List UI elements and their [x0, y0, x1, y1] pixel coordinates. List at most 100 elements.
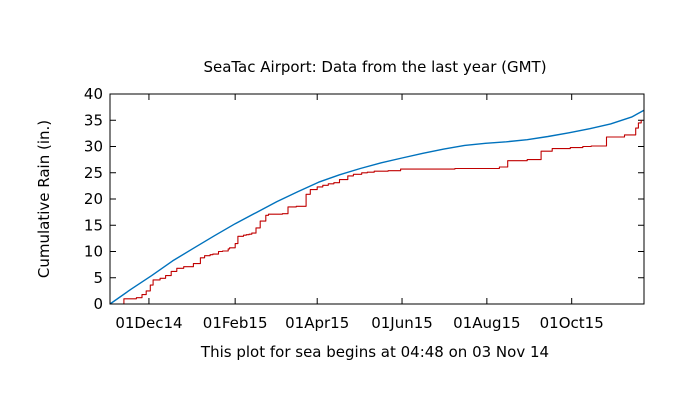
x-tick-label: 01Aug15 — [453, 314, 520, 332]
data-point-normal — [527, 139, 528, 140]
data-point-observed — [300, 206, 301, 207]
data-point-normal — [339, 174, 340, 175]
data-point-observed — [183, 266, 184, 267]
data-point-observed — [454, 168, 455, 169]
data-point-observed — [153, 279, 154, 280]
data-point-normal — [276, 201, 277, 202]
data-point-observed — [322, 185, 323, 186]
x-tick-label: 01Dec14 — [115, 314, 182, 332]
data-point-normal — [360, 168, 361, 169]
data-point-normal — [401, 157, 402, 158]
data-point-normal — [547, 136, 548, 137]
data-point-observed — [222, 250, 223, 251]
data-point-observed — [176, 268, 177, 269]
data-point-observed — [246, 234, 247, 235]
data-point-observed — [141, 294, 142, 295]
y-tick-label: 0 — [93, 295, 103, 313]
y-tick-label: 15 — [84, 216, 103, 234]
x-tick-label: 01Feb15 — [203, 314, 268, 332]
data-point-observed — [552, 148, 553, 149]
data-point-normal — [151, 275, 152, 276]
data-point-normal — [631, 117, 632, 118]
data-point-observed — [541, 151, 542, 152]
data-point-observed — [339, 179, 340, 180]
data-point-observed — [212, 254, 213, 255]
data-point-observed — [218, 251, 219, 252]
data-point-observed — [582, 146, 583, 147]
y-tick-label: 5 — [93, 269, 103, 287]
data-point-observed — [287, 206, 288, 207]
data-point-observed — [200, 257, 201, 258]
data-point-observed — [635, 128, 636, 129]
data-point-normal — [485, 143, 486, 144]
data-point-observed — [165, 275, 166, 276]
data-point-observed — [400, 169, 401, 170]
data-point-normal — [381, 162, 382, 163]
data-point-normal — [568, 132, 569, 133]
data-point-normal — [610, 123, 611, 124]
data-point-normal — [422, 153, 423, 154]
data-point-observed — [204, 255, 205, 256]
y-tick-label: 40 — [84, 85, 103, 103]
data-point-observed — [499, 166, 500, 167]
y-axis-label: Cumulative Rain (in.) — [35, 120, 53, 278]
x-tick-label: 01Oct15 — [540, 314, 604, 332]
data-point-normal — [130, 289, 131, 290]
data-point-observed — [251, 233, 252, 234]
data-point-normal — [464, 145, 465, 146]
data-point-observed — [160, 278, 161, 279]
data-point-observed — [265, 215, 266, 216]
series-line-normal — [109, 109, 645, 305]
data-point-observed — [255, 227, 256, 228]
data-point-normal — [255, 212, 256, 213]
data-point-observed — [606, 136, 607, 137]
data-point-observed — [422, 169, 423, 170]
chart-title: SeaTac Airport: Data from the last year … — [203, 58, 546, 76]
data-point-observed — [347, 175, 348, 176]
data-point-observed — [228, 248, 229, 249]
data-point-observed — [276, 214, 277, 215]
data-point-observed — [193, 263, 194, 264]
data-point-observed — [243, 235, 244, 236]
data-point-observed — [282, 213, 283, 214]
data-point-observed — [527, 159, 528, 160]
x-axis-label: This plot for sea begins at 04:48 on 03 … — [200, 343, 549, 361]
data-point-observed — [310, 189, 311, 190]
data-point-observed — [361, 172, 362, 173]
data-point-normal — [235, 223, 236, 224]
data-point-observed — [296, 206, 297, 207]
data-point-normal — [589, 128, 590, 129]
data-point-observed — [249, 234, 250, 235]
data-point-normal — [193, 248, 194, 249]
data-point-observed — [229, 247, 230, 248]
data-point-observed — [333, 182, 334, 183]
data-point-observed — [388, 170, 389, 171]
data-point-normal — [443, 149, 444, 150]
y-tick-label: 35 — [84, 111, 103, 129]
series-line-observed — [110, 120, 642, 305]
data-point-normal — [297, 191, 298, 192]
data-point-observed — [641, 120, 642, 121]
data-point-observed — [123, 298, 124, 299]
data-point-observed — [146, 290, 147, 291]
data-point-observed — [237, 236, 238, 237]
data-point-normal — [214, 235, 215, 236]
y-tick-label: 25 — [84, 164, 103, 182]
data-point-observed — [353, 174, 354, 175]
data-point-observed — [268, 214, 269, 215]
data-series — [109, 109, 645, 305]
y-tick-label: 20 — [84, 190, 103, 208]
data-point-observed — [260, 221, 261, 222]
data-point-observed — [210, 254, 211, 255]
data-point-normal — [172, 260, 173, 261]
x-tick-label: 01Apr15 — [285, 314, 349, 332]
data-point-observed — [136, 297, 137, 298]
data-point-observed — [367, 172, 368, 173]
data-point-normal — [318, 182, 319, 183]
data-point-observed — [507, 160, 508, 161]
data-point-observed — [591, 145, 592, 146]
data-point-observed — [570, 147, 571, 148]
data-point-observed — [150, 285, 151, 286]
y-tick-label: 30 — [84, 138, 103, 156]
